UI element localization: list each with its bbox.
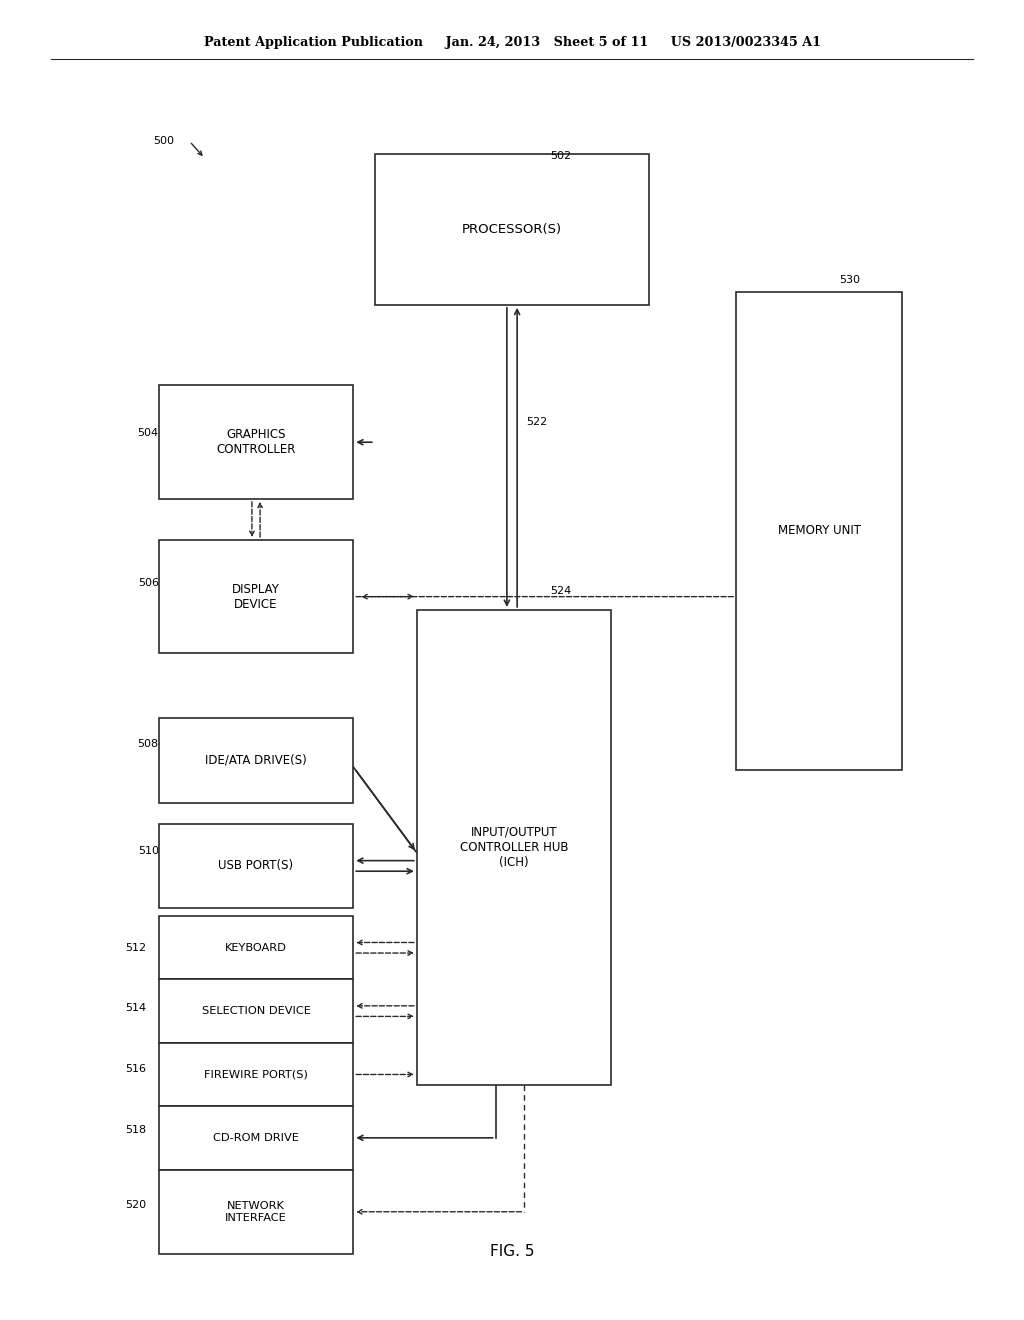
Text: 522: 522 xyxy=(526,417,548,428)
Text: IDE/ATA DRIVE(S): IDE/ATA DRIVE(S) xyxy=(205,754,307,767)
Text: MEMORY UNIT: MEMORY UNIT xyxy=(777,524,861,537)
Text: FIG. 5: FIG. 5 xyxy=(489,1243,535,1259)
Text: 514: 514 xyxy=(125,1003,146,1014)
Text: DISPLAY
DEVICE: DISPLAY DEVICE xyxy=(232,582,280,611)
Bar xyxy=(159,1043,353,1106)
Text: SELECTION DEVICE: SELECTION DEVICE xyxy=(202,1006,310,1016)
Bar xyxy=(159,979,353,1043)
Text: 520: 520 xyxy=(125,1200,146,1210)
Bar xyxy=(417,610,611,1085)
Bar xyxy=(159,916,353,979)
Text: 512: 512 xyxy=(125,942,146,953)
Text: 524: 524 xyxy=(550,586,571,597)
Bar xyxy=(159,540,353,653)
Bar xyxy=(159,1106,353,1170)
Bar xyxy=(159,385,353,499)
Text: 504: 504 xyxy=(137,428,159,438)
Text: 510: 510 xyxy=(137,846,159,857)
Text: CD-ROM DRIVE: CD-ROM DRIVE xyxy=(213,1133,299,1143)
Bar xyxy=(159,824,353,908)
Bar xyxy=(159,718,353,803)
Bar xyxy=(159,1170,353,1254)
Text: NETWORK
INTERFACE: NETWORK INTERFACE xyxy=(225,1201,287,1222)
Text: USB PORT(S): USB PORT(S) xyxy=(218,859,294,873)
Text: KEYBOARD: KEYBOARD xyxy=(225,942,287,953)
Text: PROCESSOR(S): PROCESSOR(S) xyxy=(462,223,562,236)
Text: 508: 508 xyxy=(137,739,159,750)
Bar xyxy=(736,292,902,770)
Text: FIREWIRE PORT(S): FIREWIRE PORT(S) xyxy=(204,1069,308,1080)
Text: 500: 500 xyxy=(153,136,174,147)
Bar xyxy=(375,154,649,305)
Text: 506: 506 xyxy=(137,578,159,589)
Text: INPUT/OUTPUT
CONTROLLER HUB
(ICH): INPUT/OUTPUT CONTROLLER HUB (ICH) xyxy=(460,826,568,869)
Text: 502: 502 xyxy=(550,150,571,161)
Text: 530: 530 xyxy=(839,275,860,285)
Text: GRAPHICS
CONTROLLER: GRAPHICS CONTROLLER xyxy=(216,428,296,457)
Text: 518: 518 xyxy=(125,1125,146,1135)
Text: 516: 516 xyxy=(125,1064,146,1074)
Text: Patent Application Publication     Jan. 24, 2013   Sheet 5 of 11     US 2013/002: Patent Application Publication Jan. 24, … xyxy=(204,36,820,49)
